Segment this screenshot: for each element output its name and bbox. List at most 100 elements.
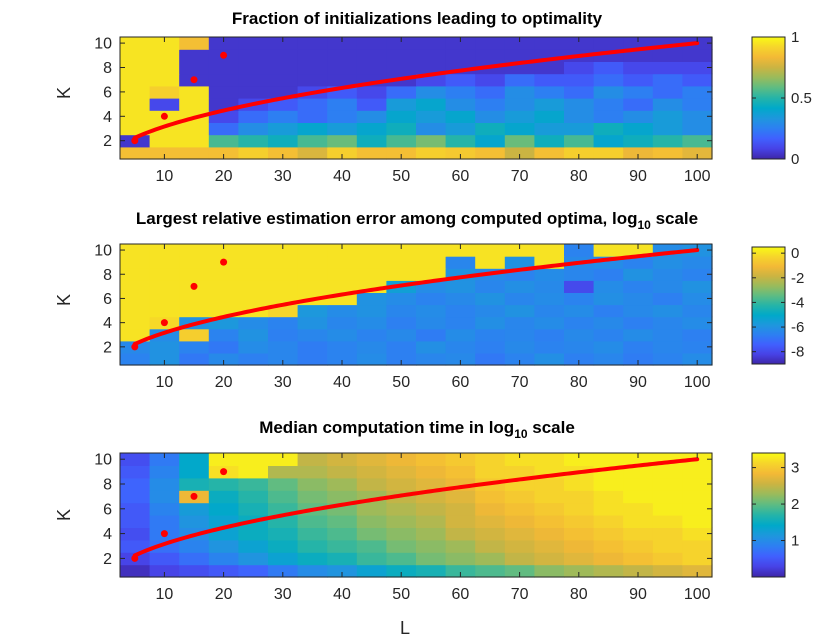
heatmap-cell [149, 134, 180, 148]
heatmap-cell [149, 453, 180, 466]
heatmap-cell [504, 502, 535, 516]
heatmap-cell [475, 502, 506, 516]
heatmap-cell [475, 110, 506, 123]
heatmap-cell [593, 527, 624, 541]
heatmap-cell [564, 316, 595, 330]
heatmap-cell [179, 85, 210, 99]
heatmap-cell [208, 73, 239, 87]
heatmap-cell [238, 244, 269, 257]
heatmap-cell [475, 280, 506, 293]
heatmap-cell [356, 122, 387, 136]
heatmap-cell [682, 502, 713, 516]
heatmap-cell [475, 304, 506, 318]
heatmap-cell [416, 244, 447, 257]
y-axis-label: K [54, 294, 74, 306]
heatmap-cell [593, 453, 624, 466]
heatmap-cell [238, 49, 269, 62]
heatmap-cells [120, 453, 713, 578]
heatmap-cell [445, 73, 476, 87]
heatmap-cell [623, 268, 654, 281]
data-point [190, 282, 198, 290]
heatmap-cell [238, 340, 269, 354]
heatmap-cell [593, 552, 624, 566]
panel-fraction-optimality: Fraction of initializations leading to o… [54, 9, 812, 185]
heatmap-cell [297, 465, 328, 479]
heatmap-cell [238, 552, 269, 566]
heatmap-cell [475, 453, 506, 466]
heatmap-cell [416, 316, 447, 330]
heatmap-cell [297, 146, 328, 160]
heatmap-cell [445, 244, 476, 257]
heatmap-cell [268, 146, 299, 160]
heatmap-cell [208, 122, 239, 136]
heatmap-cell [652, 280, 683, 293]
heatmap-cell [445, 110, 476, 123]
heatmap-cell [327, 564, 358, 578]
y-tick-label: 6 [103, 84, 112, 101]
heatmap-cell [475, 539, 506, 553]
heatmap-cell [356, 515, 387, 528]
heatmap-cell [445, 490, 476, 504]
heatmap-cell [356, 146, 387, 160]
panel-title: Median computation time in log10 scale [259, 418, 575, 441]
heatmap-cell [356, 268, 387, 281]
axes: 10 20 30 40 50 60 70 80 90 100 2 4 6 8 10 [94, 36, 713, 185]
heatmap-cell [564, 527, 595, 541]
colorbar-tick-label: 0 [791, 245, 799, 262]
heatmap-cell [475, 244, 506, 257]
x-tick-label: 60 [452, 168, 470, 185]
heatmap-cell [120, 37, 151, 50]
heatmap-cell [623, 502, 654, 516]
heatmap-cell [564, 477, 595, 491]
heatmap-cell [652, 268, 683, 281]
heatmap-cell [179, 37, 210, 50]
heatmap-cell [682, 515, 713, 528]
heatmap-cell [623, 73, 654, 87]
heatmap-cell [652, 316, 683, 330]
heatmap-cell [445, 122, 476, 136]
heatmap-cell [327, 352, 358, 366]
axes-frame [119, 452, 713, 578]
heatmap-cell [179, 328, 210, 342]
heatmap-cell [593, 146, 624, 160]
heatmap-cell [623, 328, 654, 342]
x-tick-label: 10 [156, 374, 174, 391]
data-point [131, 554, 139, 562]
heatmap-cell [179, 268, 210, 281]
heatmap-cell [564, 453, 595, 466]
x-tick-label: 20 [215, 374, 233, 391]
heatmap-cell [445, 328, 476, 342]
heatmap-cell [238, 477, 269, 491]
heatmap-cell [179, 453, 210, 466]
heatmap-cell [327, 37, 358, 50]
heatmap-cell [356, 304, 387, 318]
heatmap-cell [564, 280, 595, 293]
heatmap-cell [475, 564, 506, 578]
heatmap-cell [208, 328, 239, 342]
heatmap-cell [416, 515, 447, 528]
heatmap-cell [475, 122, 506, 136]
heatmap-cell [416, 49, 447, 62]
heatmap-cell [238, 328, 269, 342]
colorbar-tick-label: 3 [791, 460, 799, 477]
heatmap-cell [504, 98, 535, 111]
heatmap-cell [120, 292, 151, 306]
heatmap-cell [682, 256, 713, 269]
heatmap-cell [268, 552, 299, 566]
x-tick-label: 60 [452, 374, 470, 391]
heatmap-cell [179, 98, 210, 111]
heatmap-cell [475, 552, 506, 566]
heatmap-cell [504, 122, 535, 136]
heatmap-cell [356, 502, 387, 516]
heatmap-cell [682, 268, 713, 281]
heatmap-cell [120, 61, 151, 75]
axes-frame [119, 36, 713, 160]
heatmap-cell [564, 85, 595, 99]
heatmap-cell [593, 73, 624, 87]
heatmap-cell [623, 98, 654, 111]
heatmap-cell [120, 527, 151, 541]
heatmap-cell [208, 539, 239, 553]
heatmap-cell [179, 292, 210, 306]
heatmap-cell [682, 539, 713, 553]
y-tick-label: 6 [103, 501, 112, 518]
